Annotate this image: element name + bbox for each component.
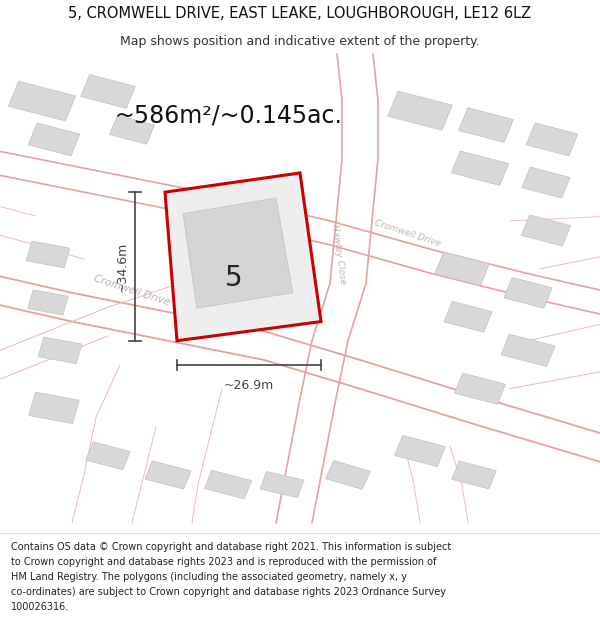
Polygon shape: [452, 461, 496, 489]
Polygon shape: [435, 252, 489, 286]
Polygon shape: [458, 107, 514, 142]
Polygon shape: [388, 91, 452, 130]
Polygon shape: [145, 461, 191, 489]
Polygon shape: [165, 173, 321, 341]
Text: Cromwell Drive: Cromwell Drive: [92, 273, 172, 308]
Polygon shape: [205, 470, 251, 499]
Polygon shape: [8, 81, 76, 121]
Polygon shape: [501, 334, 555, 366]
Text: HM Land Registry. The polygons (including the associated geometry, namely x, y: HM Land Registry. The polygons (includin…: [11, 572, 407, 582]
Polygon shape: [183, 198, 293, 308]
Text: 5, CROMWELL DRIVE, EAST LEAKE, LOUGHBOROUGH, LE12 6LZ: 5, CROMWELL DRIVE, EAST LEAKE, LOUGHBORO…: [68, 6, 532, 21]
Polygon shape: [81, 74, 135, 108]
Polygon shape: [28, 290, 68, 315]
Text: Cromwell Drive: Cromwell Drive: [374, 218, 442, 248]
Text: Contains OS data © Crown copyright and database right 2021. This information is : Contains OS data © Crown copyright and d…: [11, 542, 451, 552]
Polygon shape: [38, 337, 82, 364]
Text: to Crown copyright and database rights 2023 and is reproduced with the permissio: to Crown copyright and database rights 2…: [11, 557, 436, 567]
Polygon shape: [451, 151, 509, 186]
Text: ~586m²/~0.145ac.: ~586m²/~0.145ac.: [114, 104, 342, 127]
Polygon shape: [526, 123, 578, 156]
Polygon shape: [260, 471, 304, 498]
Polygon shape: [26, 241, 70, 268]
Text: co-ordinates) are subject to Crown copyright and database rights 2023 Ordnance S: co-ordinates) are subject to Crown copyr…: [11, 587, 446, 597]
Polygon shape: [110, 116, 154, 144]
Text: 5: 5: [225, 264, 243, 292]
Polygon shape: [522, 167, 570, 198]
Polygon shape: [444, 301, 492, 332]
Text: 100026316.: 100026316.: [11, 602, 69, 612]
Polygon shape: [521, 215, 571, 246]
Polygon shape: [29, 392, 79, 424]
Text: Map shows position and indicative extent of the property.: Map shows position and indicative extent…: [120, 35, 480, 48]
Text: ~26.9m: ~26.9m: [224, 379, 274, 392]
Polygon shape: [504, 278, 552, 308]
Text: ~34.6m: ~34.6m: [115, 241, 128, 292]
Text: Hawley Close: Hawley Close: [331, 224, 347, 285]
Polygon shape: [455, 373, 505, 404]
Polygon shape: [28, 123, 80, 156]
Polygon shape: [395, 436, 445, 467]
Polygon shape: [86, 442, 130, 470]
Polygon shape: [326, 461, 370, 489]
